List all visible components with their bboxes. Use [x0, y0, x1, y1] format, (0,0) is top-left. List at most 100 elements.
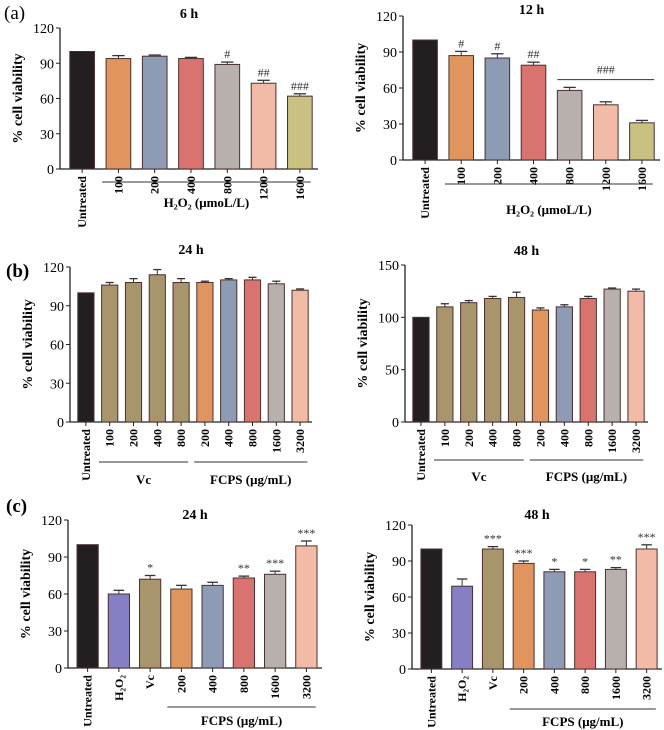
group-label: H₂O₂ (μmoL/L) [506, 202, 592, 217]
x-tick-label: 200 [174, 675, 188, 693]
y-tick-label: 30 [48, 625, 62, 640]
bar [139, 578, 162, 669]
x-tick-label: 200 [462, 429, 476, 447]
y-tick-label: 60 [383, 82, 397, 97]
y-tick-label: 120 [33, 22, 54, 37]
bar [77, 292, 95, 423]
x-tick-label: 3200 [293, 429, 307, 453]
y-tick-label: 100 [378, 311, 399, 326]
significance-mark: ### [291, 79, 309, 93]
x-tick-label: 800 [246, 429, 260, 447]
significance-mark: ** [238, 561, 250, 575]
y-axis-label: % cell viability [354, 43, 369, 133]
chart-panel-5: 48 h 0 30 60 90 120 % cell viability Untreated H… [363, 508, 662, 729]
x-tick-label: 200 [198, 429, 212, 447]
group-label: Vc [471, 469, 486, 484]
y-tick-label: 0 [55, 662, 62, 677]
bar [243, 279, 262, 423]
chart-title: 48 h [524, 508, 550, 523]
significance-mark: # [458, 36, 464, 50]
x-tick-label: 1600 [609, 676, 623, 700]
x-tick-label: 1200 [599, 167, 613, 191]
y-tick-label: 30 [50, 377, 64, 392]
x-tick-label: H₂O₂ [112, 675, 126, 701]
bar [627, 290, 645, 423]
significance-mark: ## [258, 65, 270, 79]
bar [141, 55, 168, 170]
x-tick-label: 200 [533, 429, 547, 447]
panel-label-b: (b) [6, 261, 29, 282]
bar [543, 571, 566, 670]
bar [481, 548, 504, 670]
bar [124, 282, 143, 423]
bar [484, 297, 502, 423]
bar [170, 588, 193, 669]
bar [592, 104, 619, 161]
group-label: FCPS (μg/mL) [210, 472, 291, 487]
x-tick-label: 200 [490, 167, 504, 185]
bar [512, 562, 535, 670]
bar [178, 58, 204, 170]
x-tick-label: 1600 [269, 429, 283, 453]
chart-panel-4: 24 h 0 30 60 90 120 % cell viability Untreated H… [19, 508, 322, 728]
x-tick-label: 800 [237, 675, 251, 693]
chart-title: 6 h [180, 7, 199, 22]
chart-title: 24 h [178, 243, 204, 258]
x-tick-label: 200 [148, 176, 162, 194]
x-tick-label: 3200 [640, 676, 654, 700]
y-axis-label: % cell viability [11, 53, 26, 143]
x-tick-label: 3200 [629, 429, 643, 453]
y-axis-label: % cell viability [356, 298, 371, 388]
y-tick-label: 60 [48, 588, 62, 603]
y-tick-label: 0 [399, 663, 406, 678]
x-tick-label: 800 [563, 167, 577, 185]
panel-label-c: (c) [6, 496, 27, 517]
y-tick-label: 0 [390, 154, 397, 169]
x-tick-label: 200 [127, 429, 141, 447]
bar [76, 544, 99, 669]
significance-mark: *** [266, 556, 284, 570]
bar [172, 282, 190, 423]
x-tick-label: Vc [143, 674, 157, 689]
bar [460, 302, 478, 423]
x-tick-label: 100 [454, 167, 468, 185]
significance-mark: ### [597, 63, 615, 77]
bar [412, 39, 438, 161]
bar [574, 571, 597, 670]
bar [507, 296, 526, 423]
significance-mark: *** [638, 530, 656, 544]
chart-title: 48 h [514, 244, 540, 259]
x-tick-label: Untreated [79, 429, 93, 481]
bar [148, 274, 166, 423]
x-tick-label: 800 [174, 429, 188, 447]
x-tick-label: 1200 [257, 176, 271, 200]
x-tick-label: Untreated [81, 675, 95, 727]
group-label: H₂O₂ (μmoL/L) [164, 195, 250, 210]
bar [412, 316, 430, 423]
bar [448, 55, 475, 161]
y-tick-label: 0 [47, 163, 54, 178]
bar [295, 545, 318, 669]
significance-mark: *** [297, 526, 315, 540]
y-tick-label: 150 [378, 259, 399, 274]
x-tick-label: 1600 [635, 167, 649, 191]
y-tick-label: 120 [385, 519, 406, 534]
chart-panel-2: 24 h 0 30 60 90 120 % cell viability Untreated 1… [21, 243, 312, 487]
significance-mark: # [224, 47, 230, 61]
group-label: FCPS (μg/mL) [201, 713, 282, 728]
bar [520, 64, 547, 161]
bar [451, 585, 474, 670]
x-tick-label: 400 [184, 176, 198, 194]
bar [101, 284, 119, 423]
bar [484, 57, 511, 161]
x-tick-label: Untreated [418, 167, 432, 219]
x-tick-label: 3200 [299, 675, 313, 699]
x-tick-label: 1600 [293, 176, 307, 200]
y-tick-label: 90 [48, 551, 62, 566]
x-tick-label: 400 [486, 429, 500, 447]
y-tick-label: 90 [40, 57, 54, 72]
bar [604, 568, 627, 670]
x-tick-label: Untreated [75, 176, 89, 228]
y-axis-label: % cell viability [19, 549, 34, 639]
bar [635, 548, 658, 670]
